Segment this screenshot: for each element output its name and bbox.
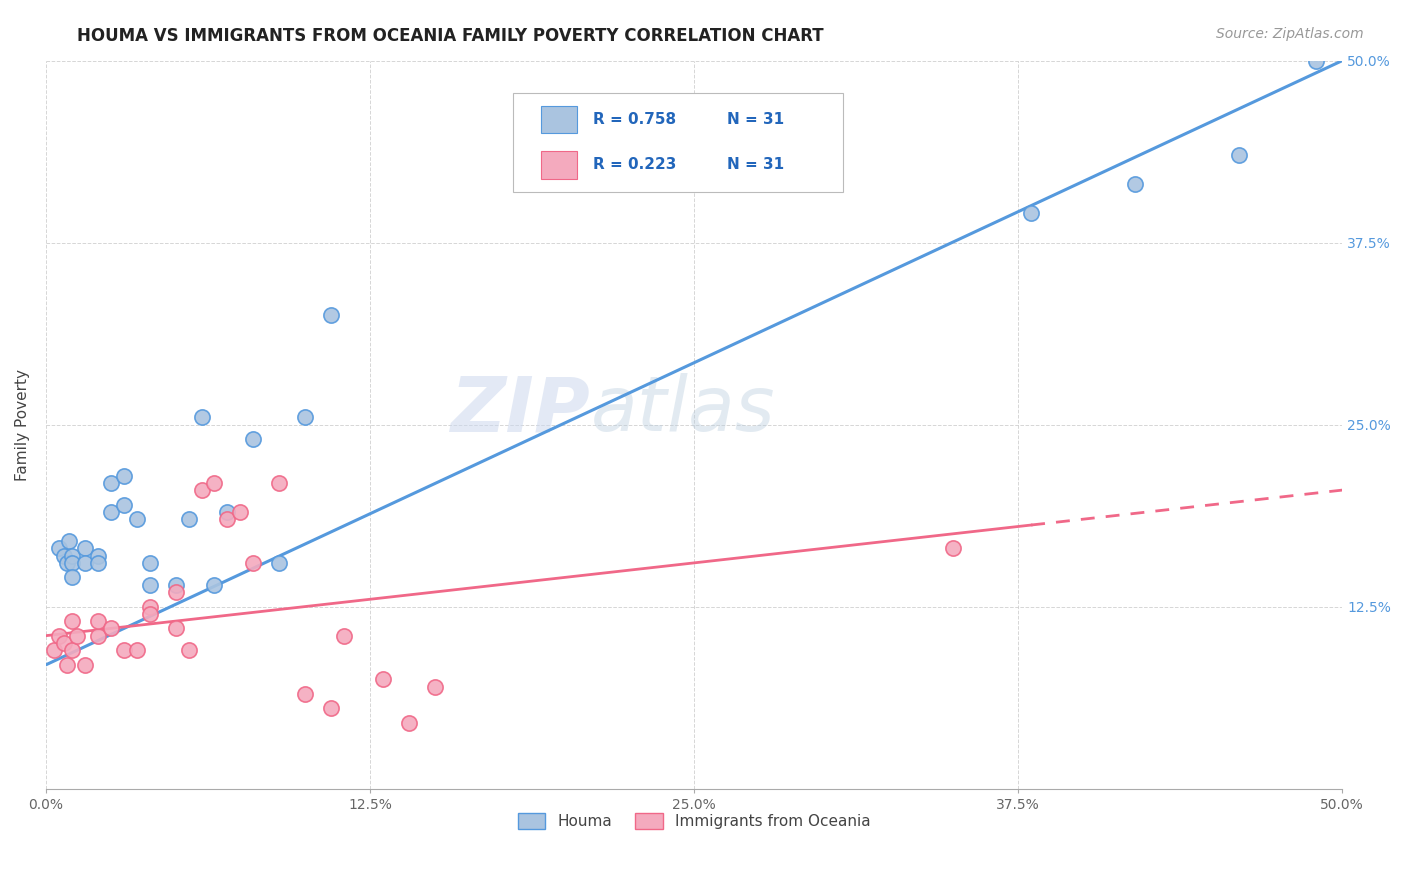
Point [60,614,83,628]
Point [125,512,148,526]
Point [1019,206,1042,220]
Point [1305,54,1327,68]
Point [1123,178,1146,192]
Point [217,505,239,519]
Point [138,607,160,621]
FancyBboxPatch shape [513,94,844,192]
Point [66,629,89,643]
Point [204,578,226,592]
Point [1227,148,1250,162]
Point [321,701,343,715]
Point [73,657,96,672]
FancyBboxPatch shape [541,106,578,134]
Point [177,643,200,657]
Point [204,475,226,490]
Point [55,556,77,570]
Point [100,475,122,490]
Text: HOUMA VS IMMIGRANTS FROM OCEANIA FAMILY POVERTY CORRELATION CHART: HOUMA VS IMMIGRANTS FROM OCEANIA FAMILY … [77,27,824,45]
Point [73,556,96,570]
Point [48,629,70,643]
Point [42,643,65,657]
Point [242,556,264,570]
Point [165,585,187,599]
Point [73,541,96,556]
Point [294,410,316,425]
Text: N = 31: N = 31 [727,157,783,172]
Point [60,549,83,563]
Point [165,578,187,592]
Point [60,570,83,584]
Point [269,556,291,570]
Point [371,673,394,687]
Text: N = 31: N = 31 [727,112,783,127]
Point [423,680,446,694]
Point [112,498,135,512]
Point [55,657,77,672]
Point [125,643,148,657]
Point [333,629,356,643]
Point [48,541,70,556]
Point [87,556,110,570]
Point [87,614,110,628]
Point [58,534,80,549]
Point [942,541,965,556]
Point [190,410,212,425]
Text: Source: ZipAtlas.com: Source: ZipAtlas.com [1216,27,1364,41]
Text: R = 0.223: R = 0.223 [593,157,676,172]
Point [165,621,187,635]
Point [217,512,239,526]
Point [112,468,135,483]
Text: ZIP: ZIP [451,373,591,447]
Point [53,549,76,563]
Point [112,643,135,657]
Point [53,636,76,650]
Point [229,505,252,519]
Point [87,629,110,643]
Point [321,309,343,323]
Point [242,432,264,446]
FancyBboxPatch shape [541,151,578,178]
Text: atlas: atlas [591,373,775,447]
Point [190,483,212,497]
Point [138,556,160,570]
Point [60,556,83,570]
Point [138,578,160,592]
Y-axis label: Family Poverty: Family Poverty [15,368,30,481]
Point [60,643,83,657]
Text: R = 0.758: R = 0.758 [593,112,676,127]
Legend: Houma, Immigrants from Oceania: Houma, Immigrants from Oceania [512,807,876,836]
Point [138,599,160,614]
Point [269,475,291,490]
Point [177,512,200,526]
Point [100,505,122,519]
Point [398,716,420,731]
Point [294,687,316,701]
Point [87,549,110,563]
Point [100,621,122,635]
